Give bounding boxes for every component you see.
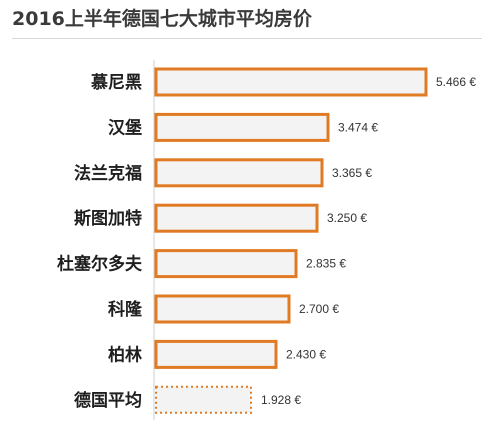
category-label: 斯图加特 bbox=[74, 208, 142, 229]
category-label: 汉堡 bbox=[108, 117, 142, 138]
value-label: 2.835 € bbox=[306, 257, 346, 271]
bar bbox=[154, 112, 330, 142]
bar bbox=[154, 249, 298, 279]
value-label: 3.474 € bbox=[338, 120, 378, 134]
bar bbox=[154, 158, 324, 188]
bars-layer: 慕尼黑 5.466 € 汉堡 3.474 € 法兰克福 3.365 € 斯图加特 3.250 … bbox=[57, 67, 476, 414]
category-label: 德国平均 bbox=[74, 390, 142, 411]
chart-title: 2016上半年德国七大城市平均房价 bbox=[12, 8, 312, 30]
bar bbox=[154, 339, 278, 369]
category-label: 科隆 bbox=[108, 299, 143, 320]
category-label: 法兰克福 bbox=[74, 163, 142, 184]
value-label: 3.365 € bbox=[332, 166, 372, 180]
bar bbox=[154, 294, 291, 324]
value-label: 2.430 € bbox=[286, 347, 326, 361]
category-label: 杜塞尔多夫 bbox=[57, 254, 143, 275]
category-label: 慕尼黑 bbox=[90, 72, 142, 93]
value-label: 5.466 € bbox=[436, 75, 476, 89]
bar bbox=[154, 67, 428, 97]
bar-average bbox=[155, 385, 252, 414]
value-label: 1.928 € bbox=[261, 393, 301, 407]
value-label: 3.250 € bbox=[327, 211, 367, 225]
value-label: 2.700 € bbox=[299, 302, 339, 316]
category-label: 柏林 bbox=[108, 344, 142, 365]
bar bbox=[154, 203, 319, 233]
title-divider bbox=[12, 38, 482, 39]
